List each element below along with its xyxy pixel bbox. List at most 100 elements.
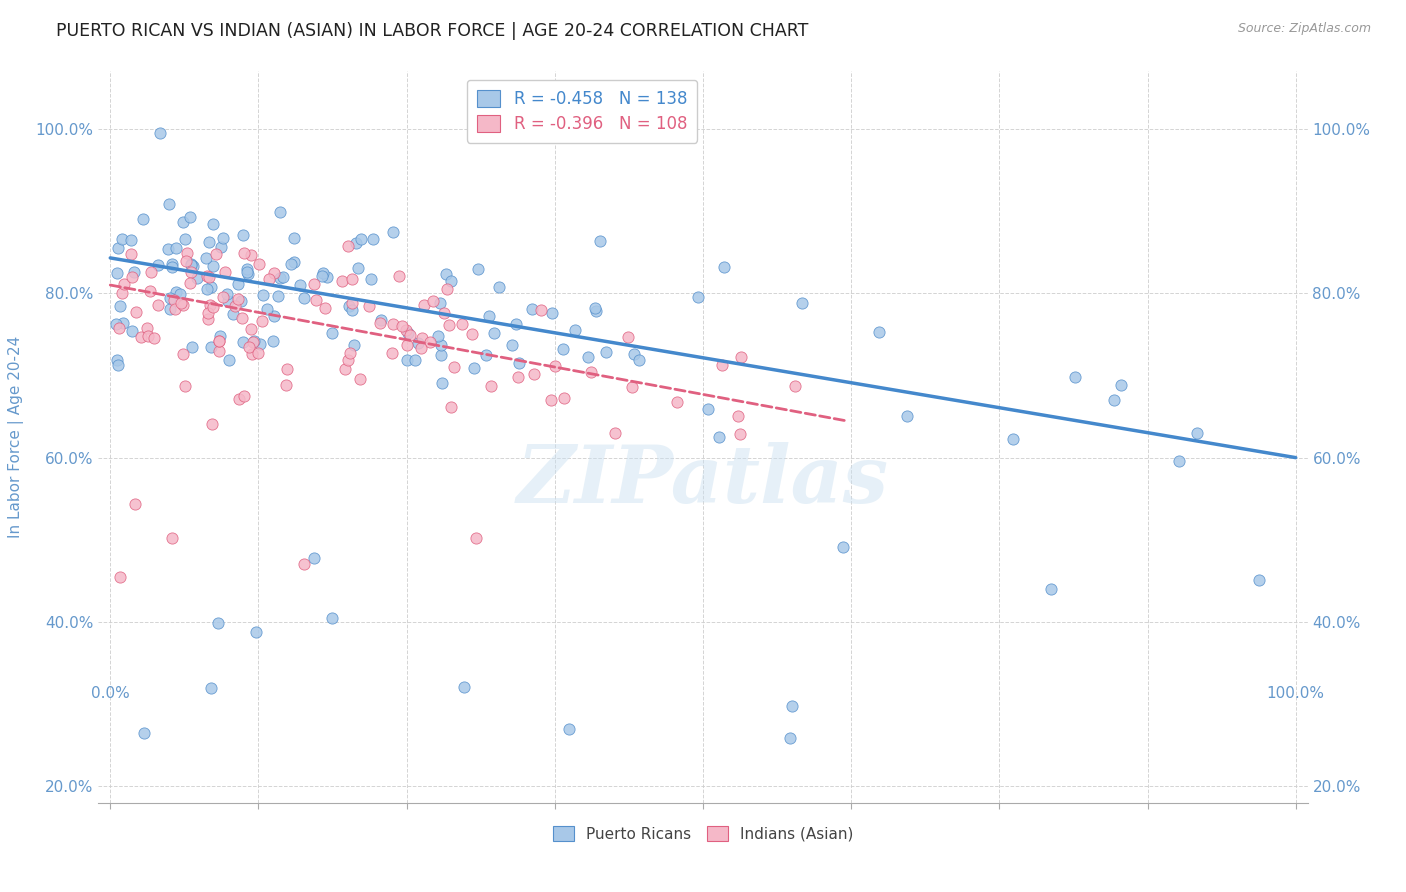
Point — [163, 302, 186, 317]
Point — [396, 326, 419, 341]
Point — [108, 321, 131, 335]
Point — [1247, 573, 1270, 587]
Legend: Puerto Ricans, Indians (Asian): Puerto Ricans, Indians (Asian) — [547, 820, 859, 847]
Point — [404, 353, 426, 368]
Point — [1001, 432, 1024, 446]
Point — [1063, 370, 1085, 384]
Point — [294, 557, 316, 571]
Point — [226, 277, 249, 291]
Point — [553, 392, 575, 406]
Point — [186, 271, 208, 285]
Point — [832, 540, 855, 554]
Point — [1168, 454, 1191, 468]
Point — [621, 380, 644, 394]
Point — [315, 269, 337, 284]
Point — [111, 232, 134, 246]
Point — [172, 346, 194, 360]
Point — [522, 301, 544, 316]
Point — [436, 282, 458, 296]
Point — [208, 334, 231, 348]
Point — [792, 296, 814, 310]
Point — [124, 497, 146, 511]
Point — [505, 317, 527, 331]
Point — [172, 298, 194, 312]
Point — [288, 277, 311, 292]
Point — [783, 379, 806, 393]
Point — [228, 392, 250, 406]
Point — [1187, 425, 1209, 440]
Point — [697, 402, 720, 417]
Point — [165, 285, 187, 300]
Point — [200, 341, 222, 355]
Point — [200, 417, 222, 431]
Point — [104, 318, 127, 332]
Point — [274, 378, 297, 392]
Point — [121, 324, 143, 338]
Point — [271, 269, 294, 284]
Point — [540, 392, 562, 407]
Point — [336, 239, 359, 253]
Point — [256, 301, 278, 316]
Point — [111, 286, 134, 301]
Point — [350, 232, 373, 246]
Point — [240, 347, 263, 361]
Point — [172, 215, 194, 229]
Point — [197, 311, 219, 326]
Point — [120, 247, 142, 261]
Point — [434, 267, 457, 281]
Point — [132, 212, 155, 227]
Point — [523, 367, 546, 381]
Point — [212, 290, 235, 304]
Point — [157, 242, 180, 256]
Point — [530, 303, 553, 318]
Point — [382, 225, 405, 239]
Point — [269, 204, 291, 219]
Point — [395, 323, 418, 337]
Point — [146, 258, 169, 272]
Point — [779, 731, 801, 745]
Point — [346, 260, 368, 275]
Point — [430, 376, 453, 391]
Point — [479, 379, 502, 393]
Point — [388, 268, 411, 283]
Point — [292, 291, 315, 305]
Point — [214, 265, 236, 279]
Point — [302, 277, 325, 292]
Point — [108, 299, 131, 313]
Point — [107, 358, 129, 372]
Point — [666, 395, 689, 409]
Point — [321, 611, 343, 625]
Text: ZIPatlas: ZIPatlas — [517, 442, 889, 520]
Point — [160, 257, 183, 271]
Point — [269, 271, 291, 285]
Point — [146, 298, 169, 312]
Point — [211, 231, 233, 245]
Point — [208, 344, 231, 359]
Point — [482, 326, 505, 340]
Point — [236, 261, 259, 276]
Point — [207, 616, 229, 631]
Point — [226, 292, 249, 306]
Point — [443, 360, 465, 375]
Point — [209, 240, 232, 254]
Point — [159, 301, 181, 316]
Point — [728, 427, 751, 442]
Point — [623, 347, 645, 361]
Point — [337, 353, 360, 368]
Text: 0.0%: 0.0% — [91, 686, 129, 701]
Point — [112, 277, 135, 291]
Point — [583, 301, 606, 315]
Text: Source: ZipAtlas.com: Source: ZipAtlas.com — [1237, 22, 1371, 36]
Point — [202, 301, 225, 315]
Point — [576, 350, 599, 364]
Point — [222, 307, 245, 321]
Point — [263, 310, 285, 324]
Point — [710, 358, 733, 372]
Point — [360, 272, 382, 286]
Point — [321, 326, 343, 340]
Point — [242, 334, 264, 349]
Point — [506, 369, 529, 384]
Point — [501, 338, 523, 352]
Point — [170, 296, 193, 310]
Point — [107, 241, 129, 255]
